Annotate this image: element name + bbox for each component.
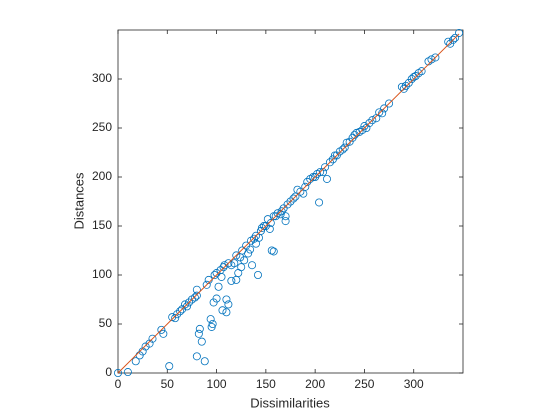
point [148,334,157,343]
y-tick-label: 0 [105,365,112,379]
point [449,35,458,44]
point [237,263,246,272]
point [181,300,190,309]
point [427,55,436,64]
point [451,33,460,42]
reference-line [117,33,460,374]
point [380,104,389,113]
x-tick-label: 50 [161,377,175,391]
x-tick-label: 200 [305,377,325,391]
point [214,282,223,291]
point [283,200,292,209]
point [322,174,331,183]
point [455,28,464,37]
point [269,247,278,256]
point [365,119,374,128]
y-tick-label: 250 [92,120,112,134]
point [248,261,257,270]
point [192,285,201,294]
point [358,125,367,134]
point [222,308,231,317]
x-tick-label: 250 [354,377,374,391]
y-axis-label: Distances [71,172,86,230]
point [330,151,339,160]
point [206,315,215,324]
point [114,368,123,377]
point [182,302,191,311]
point [240,256,249,265]
y-tick-label: 100 [92,267,112,281]
point [200,357,209,366]
point [360,122,369,131]
point [244,249,253,258]
point [417,67,426,76]
point [315,198,324,207]
point [192,291,201,300]
x-axis-label: Dissimilarities [250,395,330,410]
point [362,124,371,133]
x-tick-label: 100 [207,377,227,391]
point [281,217,290,226]
point [173,310,182,319]
point [192,352,201,361]
y-tick-label: 300 [92,71,112,85]
point [217,272,226,281]
point [266,219,275,228]
point [145,339,154,348]
point [159,329,168,338]
point [316,168,325,177]
point [409,73,418,82]
point [232,251,241,260]
point [219,263,228,272]
point [265,224,274,233]
point [289,194,298,203]
point [184,298,193,307]
point [281,212,290,221]
x-tick-label: 0 [115,377,122,391]
point [222,295,231,304]
point [301,182,310,191]
point [195,324,204,333]
point [157,325,166,334]
y-tick-label: 200 [92,169,112,183]
point [171,314,180,323]
point [257,223,266,232]
point [227,276,236,285]
point [401,81,410,90]
point [340,143,349,152]
point [176,307,185,316]
x-tick-label: 300 [404,377,424,391]
point [267,246,276,255]
point [197,337,206,346]
point [325,158,334,167]
point [338,145,347,154]
point [131,357,140,366]
point [202,280,211,289]
point [320,163,329,172]
point [411,72,420,81]
y-tick-label: 150 [92,218,112,232]
point [190,293,199,302]
point [208,319,217,328]
point [218,306,227,315]
point [194,329,203,338]
point [123,368,132,377]
point [246,245,255,254]
point [212,294,221,303]
y-tick-label: 50 [99,316,113,330]
point [286,197,295,206]
point [165,362,174,371]
x-tick-label: 150 [256,377,276,391]
point [385,99,394,108]
point [253,270,262,279]
point [431,53,440,62]
point [230,259,239,268]
point [224,300,233,309]
point [368,116,377,125]
point [178,305,187,314]
